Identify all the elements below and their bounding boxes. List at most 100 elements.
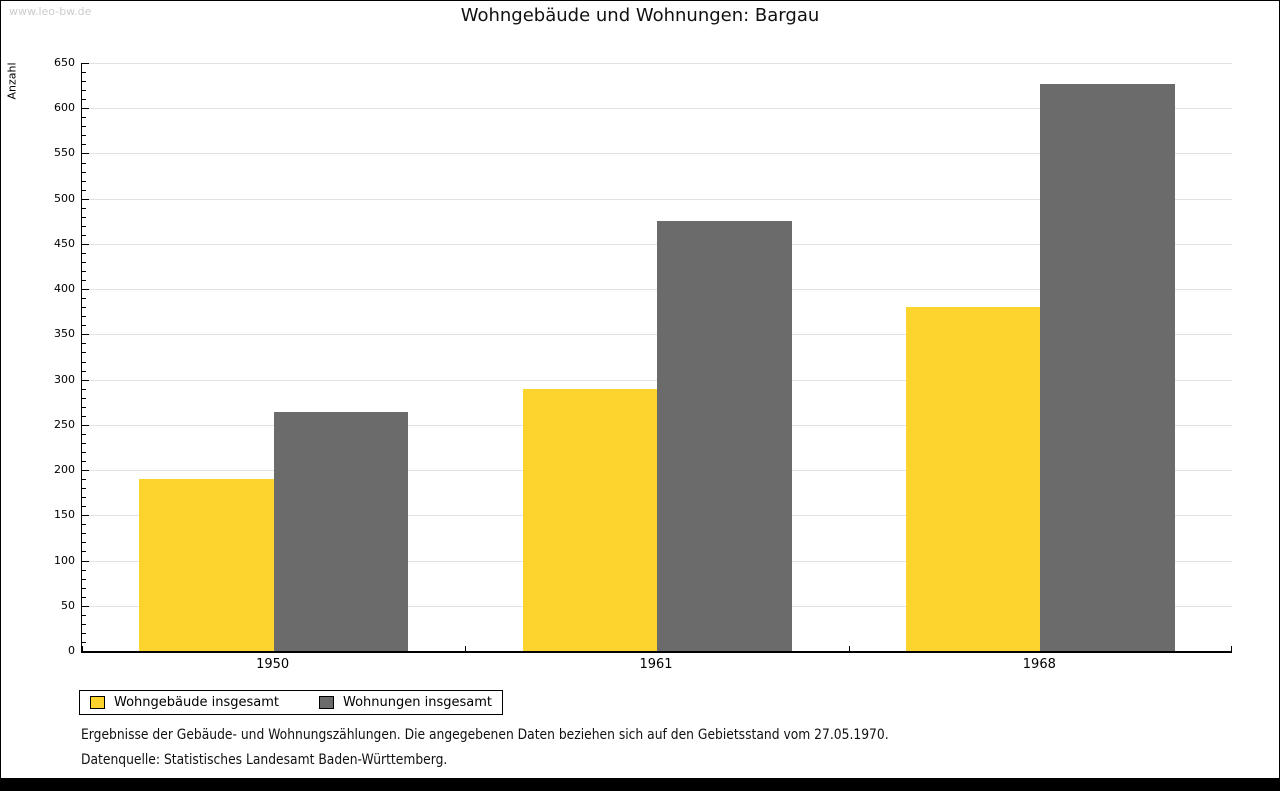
y-tick-label: 450: [54, 236, 75, 250]
legend-entry-wohngebaeude: Wohngebäude insgesamt: [90, 695, 279, 710]
y-minor-tick: [82, 117, 86, 119]
y-minor-tick: [82, 587, 86, 589]
y-minor-tick: [82, 216, 86, 218]
x-axis-tick: [1231, 646, 1232, 651]
y-major-tick: [82, 560, 89, 562]
gridline: [82, 108, 1232, 110]
y-minor-tick: [82, 271, 86, 273]
y-minor-tick: [82, 569, 86, 571]
y-minor-tick: [82, 641, 86, 643]
y-minor-tick: [82, 632, 86, 634]
y-minor-tick: [82, 352, 86, 354]
y-minor-tick: [82, 415, 86, 417]
footnote-data-source: Datenquelle: Statistisches Landesamt Bad…: [81, 752, 448, 768]
y-minor-tick: [82, 623, 86, 625]
y-minor-tick: [82, 433, 86, 435]
y-minor-tick: [82, 225, 86, 227]
y-tick-label: 300: [54, 372, 75, 386]
x-tick-label: 1968: [1022, 657, 1056, 672]
legend-swatch-gray: [319, 696, 334, 709]
y-tick-label: 500: [54, 191, 75, 205]
x-axis-tick: [848, 646, 850, 651]
y-axis-title: Anzahl: [5, 62, 19, 100]
bottom-black-bar: [1, 778, 1279, 790]
y-minor-tick: [82, 479, 86, 481]
y-minor-tick: [82, 497, 86, 499]
gridline: [82, 63, 1232, 64]
x-axis-tick: [82, 646, 83, 651]
y-minor-tick: [82, 488, 86, 490]
y-minor-tick: [82, 542, 86, 544]
y-minor-tick: [82, 72, 86, 74]
y-minor-tick: [82, 596, 86, 598]
y-minor-tick: [82, 126, 86, 128]
legend-label: Wohnungen insgesamt: [343, 695, 492, 710]
y-minor-tick: [82, 506, 86, 508]
y-minor-tick: [82, 262, 86, 263]
y-minor-tick: [82, 524, 86, 526]
y-tick-label: 400: [54, 282, 75, 296]
y-tick-label: 0: [68, 644, 75, 657]
y-major-tick: [82, 470, 89, 472]
bar-wohngebaeude-1950: [139, 479, 274, 651]
y-minor-tick: [82, 90, 86, 92]
bar-wohngebaeude-1968: [905, 307, 1041, 651]
bar-wohnungen-1968: [1040, 83, 1175, 651]
y-tick-label: 100: [54, 553, 75, 567]
chart-title: Wohngebäude und Wohnungen: Bargau: [460, 5, 820, 26]
y-tick-label: 650: [54, 56, 75, 69]
x-tick-label: 1961: [639, 657, 673, 672]
y-minor-tick: [82, 162, 86, 164]
y-tick-label: 150: [54, 508, 75, 522]
y-major-tick: [82, 605, 89, 607]
y-minor-tick: [82, 207, 86, 209]
y-minor-tick: [82, 144, 86, 146]
y-minor-tick: [82, 189, 86, 191]
y-minor-tick: [82, 533, 86, 535]
y-minor-tick: [82, 234, 86, 236]
y-major-tick: [82, 424, 89, 426]
bar-wohngebaeude-1961: [522, 388, 657, 651]
y-minor-tick: [82, 298, 86, 300]
legend: Wohngebäude insgesamt Wohnungen insgesam…: [79, 690, 503, 715]
y-major-tick: [82, 108, 89, 110]
y-minor-tick: [82, 551, 86, 553]
y-minor-tick: [82, 343, 86, 345]
y-major-tick: [82, 153, 89, 155]
gridline: [82, 198, 1232, 200]
y-major-tick: [82, 243, 89, 245]
y-major-tick: [82, 515, 89, 517]
y-major-tick: [82, 63, 89, 64]
y-major-tick: [82, 289, 89, 291]
y-tick-label: 50: [61, 598, 75, 612]
y-major-tick: [82, 334, 89, 336]
y-minor-tick: [82, 361, 86, 363]
y-minor-tick: [82, 370, 86, 372]
y-minor-tick: [82, 171, 86, 173]
y-minor-tick: [82, 397, 86, 399]
x-axis-tick: [465, 646, 467, 651]
y-minor-tick: [82, 135, 86, 137]
bar-wohnungen-1961: [657, 221, 792, 651]
watermark: www.leo-bw.de: [9, 5, 92, 18]
y-minor-tick: [82, 451, 86, 453]
y-major-tick: [82, 651, 89, 652]
footnote-source-note: Ergebnisse der Gebäude- und Wohnungszähl…: [81, 727, 889, 743]
y-major-tick: [82, 198, 89, 200]
y-minor-tick: [82, 81, 86, 83]
y-minor-tick: [82, 406, 86, 408]
y-minor-tick: [82, 325, 86, 327]
y-major-tick: [82, 379, 89, 381]
y-minor-tick: [82, 388, 86, 390]
y-minor-tick: [82, 280, 86, 282]
legend-entry-wohnungen: Wohnungen insgesamt: [319, 695, 492, 710]
y-tick-label: 200: [54, 463, 75, 477]
y-minor-tick: [82, 614, 86, 616]
y-minor-tick: [82, 307, 86, 309]
y-minor-tick: [82, 578, 86, 580]
y-tick-label: 550: [54, 146, 75, 160]
y-minor-tick: [82, 180, 86, 182]
y-minor-tick: [82, 99, 86, 101]
legend-swatch-yellow: [90, 696, 105, 709]
